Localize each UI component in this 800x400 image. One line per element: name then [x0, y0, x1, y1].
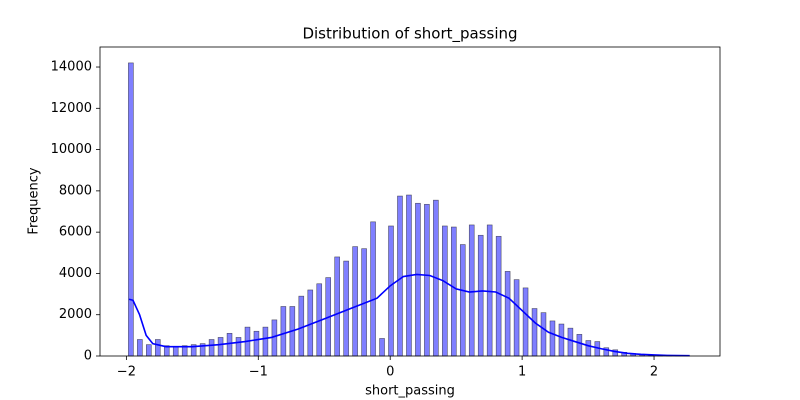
y-tick-label: 0 — [84, 349, 92, 364]
plot-frame — [99, 46, 721, 357]
histogram-bar — [415, 202, 421, 357]
histogram-bar — [540, 312, 547, 357]
y-tick-label: 2000 — [59, 307, 92, 322]
histogram-bar — [298, 295, 305, 357]
y-tick-label: 14000 — [51, 60, 92, 75]
histogram-bar — [253, 330, 260, 357]
histogram-bar — [343, 260, 349, 357]
x-tick-label: −2 — [117, 365, 136, 380]
histogram-bar — [154, 339, 161, 357]
histogram-bar — [468, 224, 475, 357]
histogram-bar — [226, 332, 233, 357]
histogram-bar — [451, 226, 457, 357]
histogram-bar — [513, 279, 520, 357]
histogram-bar — [522, 287, 529, 357]
histogram-bar — [146, 344, 152, 357]
x-tick-label: 0 — [386, 365, 394, 380]
kde-line — [128, 273, 690, 357]
histogram-bar — [370, 221, 376, 357]
histogram-bar — [397, 195, 403, 357]
x-axis-label: short_passing — [365, 384, 455, 399]
x-tick-label: 1 — [518, 365, 526, 380]
histogram-bar — [424, 203, 430, 357]
histogram-bar — [567, 327, 574, 357]
histogram-bar — [208, 339, 215, 357]
histogram-bar — [137, 339, 143, 357]
histogram-bar — [235, 337, 242, 357]
histogram-bar — [558, 323, 565, 357]
x-tick-label: 2 — [650, 365, 658, 380]
y-tick-label: 6000 — [59, 225, 92, 240]
histogram-bar — [280, 306, 287, 357]
histogram-bar — [128, 62, 134, 357]
histogram-bar — [486, 224, 493, 357]
y-tick-label: 10000 — [51, 142, 92, 157]
histogram-bar — [477, 234, 484, 357]
histogram-bar — [388, 225, 394, 357]
y-tick-label: 8000 — [59, 183, 92, 198]
y-axis-label: Frequency — [27, 167, 42, 234]
histogram-bar — [549, 320, 556, 357]
histogram-bar — [459, 244, 466, 357]
y-tick-label: 4000 — [59, 266, 92, 281]
y-tick-label: 12000 — [51, 101, 92, 116]
histogram-bar — [531, 308, 538, 357]
histogram-bar — [495, 235, 502, 357]
histogram-bar — [271, 319, 278, 357]
histogram-bar — [585, 340, 592, 357]
histogram-bar — [504, 271, 511, 357]
histogram-bar — [262, 326, 269, 357]
histogram-bar — [352, 246, 358, 357]
histogram-bar — [217, 337, 224, 357]
histogram-bar — [576, 334, 583, 357]
histogram-bar — [334, 256, 340, 357]
x-tick-label: −1 — [249, 365, 268, 380]
histogram-bar — [379, 338, 385, 357]
histogram-bar — [442, 225, 448, 357]
chart-title: Distribution of short_passing — [302, 25, 517, 44]
histogram-bar — [172, 346, 179, 357]
